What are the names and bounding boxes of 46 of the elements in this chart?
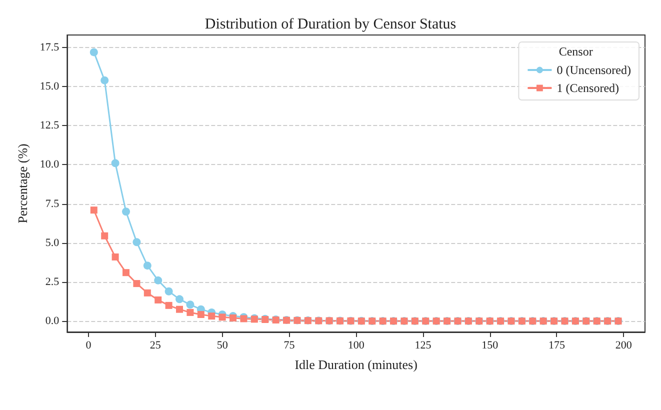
x-tick-label: 100	[348, 340, 365, 352]
legend-label: 1 (Censored)	[556, 81, 620, 95]
point	[144, 289, 151, 296]
y-tick-label: 17.5	[40, 42, 60, 54]
point	[112, 253, 119, 260]
point	[186, 308, 194, 316]
y-tick-label: 10.0	[40, 158, 60, 171]
point	[101, 232, 108, 240]
point	[132, 238, 141, 246]
legend-label: 0 (Uncensored)	[556, 63, 632, 77]
x-tick-label: 125	[414, 340, 432, 352]
point	[154, 296, 162, 304]
x-tick-label: 150	[482, 340, 499, 352]
point	[122, 208, 130, 216]
x-axis-title: Idle Duration (minutes)	[294, 357, 418, 372]
point	[165, 302, 172, 309]
point	[186, 300, 194, 309]
x-tick-label: 0	[86, 340, 92, 352]
point	[218, 314, 226, 321]
y-tick-label: 7.5	[45, 198, 60, 210]
point	[90, 48, 98, 56]
point	[133, 280, 140, 288]
point	[208, 312, 216, 320]
y-tick-label: 0.0	[45, 315, 60, 328]
legend-title: Censor	[558, 44, 593, 58]
x-tick-label: 50	[216, 340, 228, 352]
point	[176, 295, 184, 304]
y-tick-label: 12.5	[40, 120, 60, 132]
x-tick-label: 75	[284, 340, 296, 352]
point	[122, 269, 130, 276]
y-tick-label: 5.0	[45, 236, 60, 249]
point	[143, 262, 152, 270]
x-tick-label: 25	[150, 340, 162, 352]
y-tick-label: 2.5	[45, 276, 60, 288]
point	[164, 287, 173, 296]
point	[154, 276, 162, 284]
point	[100, 76, 109, 84]
y-axis-title: Percentage (%)	[15, 144, 30, 224]
point	[176, 306, 184, 313]
point	[111, 159, 120, 168]
chart-title: Distribution of Duration by Censor Status	[204, 16, 456, 32]
x-tick-label: 200	[615, 340, 632, 352]
y-tick-label: 15.0	[40, 80, 60, 93]
x-tick-label: 175	[548, 340, 566, 352]
point	[197, 310, 204, 318]
point	[90, 206, 98, 214]
